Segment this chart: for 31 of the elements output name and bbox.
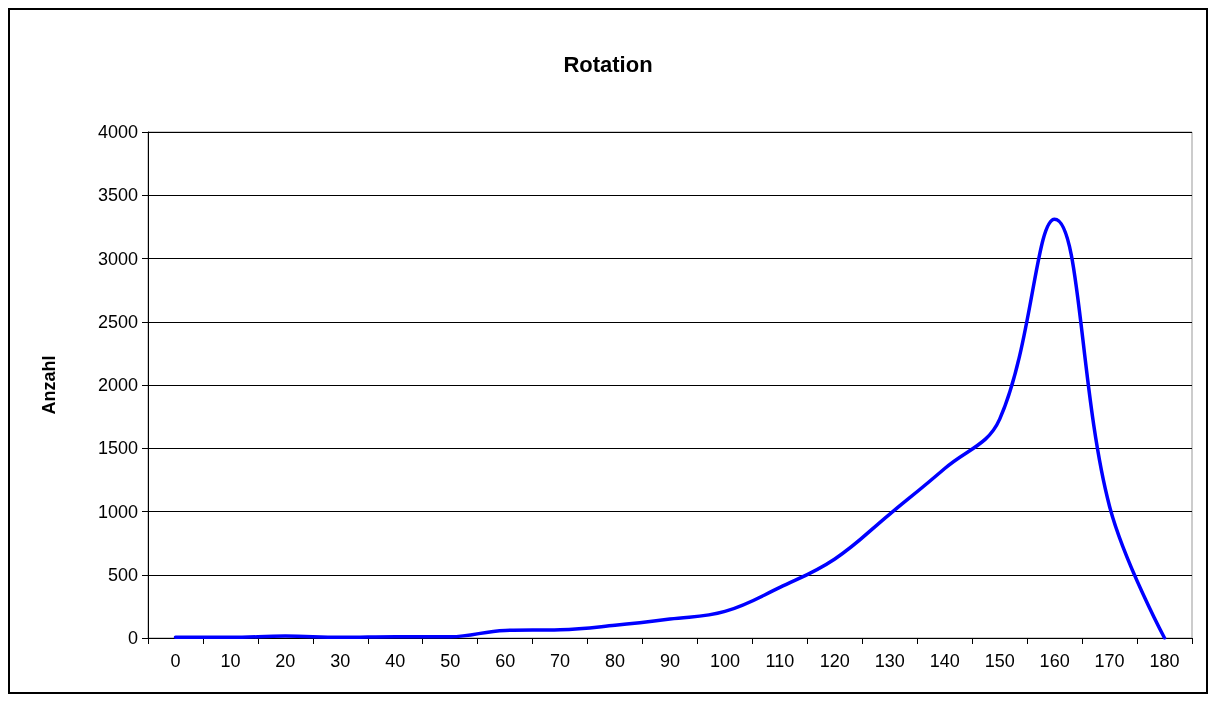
x-tick-label: 140 (929, 651, 960, 671)
x-tick-label: 120 (819, 651, 850, 671)
y-tick-label: 3500 (97, 185, 138, 206)
x-tick-label: 110 (765, 651, 795, 671)
x-tick-label: 70 (550, 651, 571, 671)
y-tick-label: 500 (107, 564, 138, 585)
y-tick-label: 1000 (97, 501, 138, 522)
y-tick-label: 2500 (97, 311, 138, 332)
x-tick-label: 80 (605, 651, 626, 671)
y-tick-label: 1500 (97, 438, 138, 459)
y-tick-label: 2000 (97, 375, 138, 395)
x-tick-label: 150 (984, 651, 1015, 671)
y-tick-label: 4000 (97, 122, 138, 142)
y-tick-label: 3000 (97, 248, 138, 269)
x-tick-label: 130 (874, 651, 905, 671)
x-tick-label: 60 (495, 651, 516, 671)
line-series (173, 217, 1167, 640)
x-tick-label: 170 (1094, 651, 1125, 671)
x-tick-label: 90 (659, 651, 681, 671)
x-tick-label: 180 (1149, 651, 1180, 671)
x-tick-label: 0 (170, 651, 181, 671)
x-tick-label: 10 (220, 651, 241, 671)
x-tick-label: 40 (385, 651, 406, 671)
x-tick-label: 20 (275, 651, 296, 671)
x-tick-label: 100 (709, 651, 740, 671)
x-tick-label: 30 (330, 651, 351, 671)
y-axis-title: Anzahl (39, 355, 59, 415)
x-tick-label: 160 (1039, 651, 1070, 671)
chart-title: Rotation (563, 51, 653, 77)
x-tick-label: 50 (440, 651, 461, 671)
y-tick-label: 0 (127, 628, 138, 648)
